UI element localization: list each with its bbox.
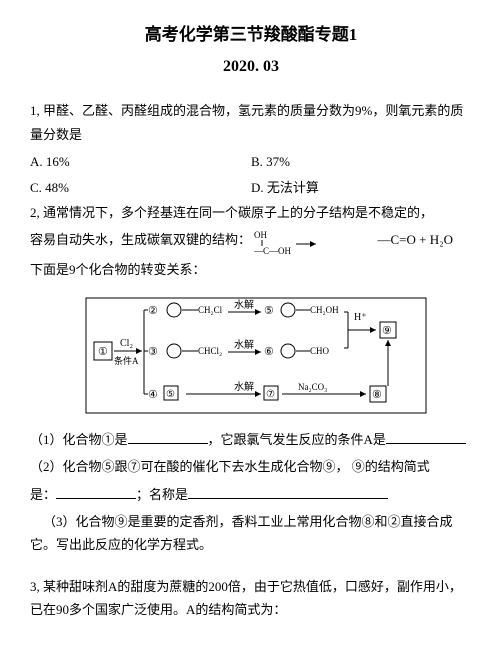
svg-text:OH: OH bbox=[254, 230, 267, 240]
q3-stem: 3, 某种甜味剂A的甜度为蔗糖的200倍，由于它热值低，口感好，副作用小，已在9… bbox=[30, 575, 472, 622]
q2-stem2: 容易自动失水，生成碳氧双键的结构： OH —C—OH —C=O + H₂O bbox=[30, 228, 472, 254]
q2-stem3: 下面是9个化合物的转变关系： bbox=[30, 258, 472, 281]
label-cho: CHO bbox=[310, 346, 330, 356]
q2-sub3: （3）化合物⑨是重要的定香剂，香料工业上常用化合物⑧和②直接合成它。写出此反应的… bbox=[30, 510, 472, 557]
label-hplus: H⁺ bbox=[354, 312, 367, 323]
q2-sub2: （2）化合物⑤跟⑦可在酸的催化下去水生成化合物⑨， ⑨的结构简式 bbox=[30, 455, 472, 478]
reaction-diagram: ① Cl₂ 条件A ② CH₂Cl 水解 ⑤ CH₂OH ③ CHCl₂ 水解 … bbox=[66, 290, 436, 420]
blank-3 bbox=[56, 486, 136, 499]
label-chcl2: CHCl₂ bbox=[198, 346, 222, 356]
q2-stem1: 2, 通常情况下，多个羟基连在同一个碳原子上的分子结构是不稳定的， bbox=[30, 201, 472, 224]
node-5: ⑤ bbox=[264, 305, 274, 317]
q1-opt-d: D. 无法计算 bbox=[251, 176, 472, 199]
label-cl2: Cl₂ bbox=[120, 338, 133, 349]
blank-1 bbox=[128, 431, 208, 444]
node-4: ④ bbox=[148, 389, 158, 401]
label-hydro2: 水解 bbox=[234, 338, 254, 351]
chem-structure-inline: OH —C—OH bbox=[254, 228, 374, 254]
label-ch2oh: CH₂OH bbox=[310, 305, 339, 315]
label-hydro1: 水解 bbox=[234, 298, 254, 311]
node-3: ③ bbox=[148, 346, 158, 358]
q2-stem2b: —C=O + H₂O bbox=[378, 232, 454, 247]
label-cond: 条件A bbox=[114, 355, 139, 366]
q2-sub2a: （2）化合物⑤跟⑦可在酸的催化下去水生成化合物⑨， ⑨的结构简式 bbox=[30, 459, 430, 474]
svg-text:⑤: ⑤ bbox=[166, 389, 175, 400]
q2-sub2b: 是： bbox=[30, 487, 56, 502]
q2-stem2a: 容易自动失水，生成碳氧双键的结构： bbox=[30, 232, 251, 247]
label-hydro3: 水解 bbox=[234, 380, 254, 393]
label-na2co3: Na₂CO₃ bbox=[298, 382, 327, 392]
page-title: 高考化学第三节羧酸酯专题1 bbox=[30, 20, 472, 51]
blank-4 bbox=[188, 486, 388, 499]
svg-text:CH₂Cl: CH₂Cl bbox=[198, 305, 223, 315]
q2-sub1: （1）化合物①是 ，它跟氯气发生反应的条件A是 bbox=[30, 428, 472, 451]
node-9: ⑨ bbox=[382, 325, 392, 337]
node-8: ⑧ bbox=[372, 389, 382, 401]
q2-sub1a: （1）化合物①是 bbox=[30, 432, 128, 447]
q1-options-row1: A. 16% B. 37% bbox=[30, 150, 472, 173]
q1-opt-c: C. 48% bbox=[30, 176, 251, 199]
svg-text:—C—OH: —C—OH bbox=[254, 246, 292, 254]
q1-opt-a: A. 16% bbox=[30, 150, 251, 173]
blank-2 bbox=[386, 431, 466, 444]
q2-sub1b: ，它跟氯气发生反应的条件A是 bbox=[208, 432, 386, 447]
node-1: ① bbox=[98, 346, 108, 358]
node-6: ⑥ bbox=[264, 346, 274, 358]
q1-options-row2: C. 48% D. 无法计算 bbox=[30, 176, 472, 199]
node-7: ⑦ bbox=[266, 389, 275, 400]
q2-sub2c: ；名称是 bbox=[136, 487, 188, 502]
page-subtitle: 2020. 03 bbox=[30, 53, 472, 82]
q1-opt-b: B. 37% bbox=[251, 150, 472, 173]
q2-sub2-line2: 是： ；名称是 bbox=[30, 483, 472, 506]
q1-stem: 1, 甲醛、乙醛、丙醛组成的混合物，氢元素的质量分数为9%，则氧元素的质量分数是 bbox=[30, 99, 472, 146]
node-2: ② bbox=[148, 305, 158, 317]
